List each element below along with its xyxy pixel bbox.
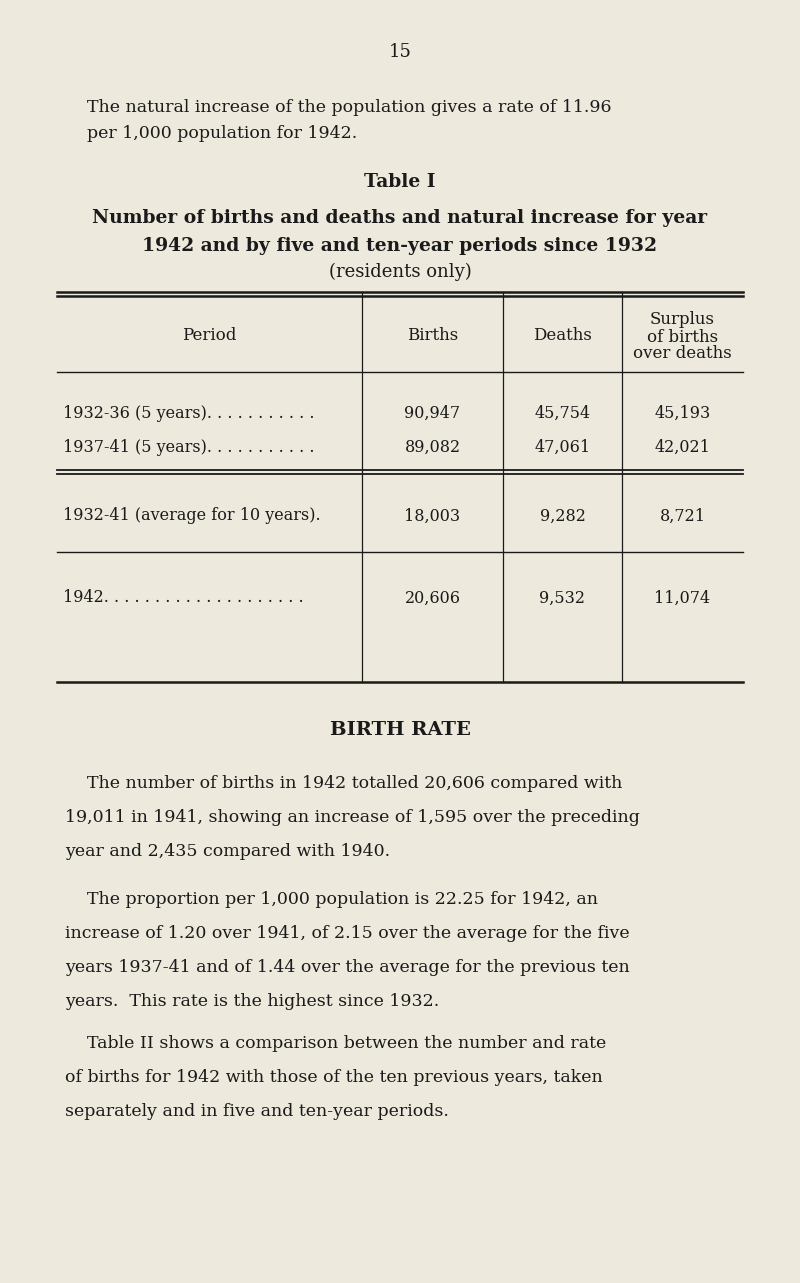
Text: BIRTH RATE: BIRTH RATE xyxy=(330,721,470,739)
Text: per 1,000 population for 1942.: per 1,000 population for 1942. xyxy=(87,124,358,141)
Text: 9,282: 9,282 xyxy=(539,508,586,525)
Text: 18,003: 18,003 xyxy=(405,508,461,525)
Text: Number of births and deaths and natural increase for year: Number of births and deaths and natural … xyxy=(93,209,707,227)
Text: Deaths: Deaths xyxy=(533,326,592,344)
Text: 42,021: 42,021 xyxy=(654,439,710,455)
Text: 8,721: 8,721 xyxy=(659,508,706,525)
Text: 1942. . . . . . . . . . . . . . . . . . . .: 1942. . . . . . . . . . . . . . . . . . … xyxy=(63,589,304,607)
Text: years 1937-41 and of 1.44 over the average for the previous ten: years 1937-41 and of 1.44 over the avera… xyxy=(65,960,630,976)
Text: (residents only): (residents only) xyxy=(329,263,471,281)
Text: 15: 15 xyxy=(389,44,411,62)
Text: 9,532: 9,532 xyxy=(539,589,586,607)
Text: Table II shows a comparison between the number and rate: Table II shows a comparison between the … xyxy=(87,1035,606,1052)
Text: 1942 and by five and ten-year periods since 1932: 1942 and by five and ten-year periods si… xyxy=(142,237,658,255)
Text: The natural increase of the population gives a rate of 11.96: The natural increase of the population g… xyxy=(87,99,611,115)
Text: increase of 1.20 over 1941, of 2.15 over the average for the five: increase of 1.20 over 1941, of 2.15 over… xyxy=(65,925,630,943)
Text: Table I: Table I xyxy=(364,173,436,191)
Text: 90,947: 90,947 xyxy=(405,404,461,422)
Text: Births: Births xyxy=(407,326,458,344)
Text: 1937-41 (5 years). . . . . . . . . . .: 1937-41 (5 years). . . . . . . . . . . xyxy=(63,439,314,455)
Text: 89,082: 89,082 xyxy=(405,439,461,455)
Text: 1932-36 (5 years). . . . . . . . . . .: 1932-36 (5 years). . . . . . . . . . . xyxy=(63,404,314,422)
Text: The proportion per 1,000 population is 22.25 for 1942, an: The proportion per 1,000 population is 2… xyxy=(87,892,598,908)
Text: Surplus: Surplus xyxy=(650,312,715,328)
Text: year and 2,435 compared with 1940.: year and 2,435 compared with 1940. xyxy=(65,843,390,860)
Text: 45,193: 45,193 xyxy=(654,404,710,422)
Text: years.  This rate is the highest since 1932.: years. This rate is the highest since 19… xyxy=(65,993,439,1011)
Text: of births for 1942 with those of the ten previous years, taken: of births for 1942 with those of the ten… xyxy=(65,1070,602,1087)
Text: 20,606: 20,606 xyxy=(405,589,461,607)
Text: 11,074: 11,074 xyxy=(654,589,710,607)
Text: over deaths: over deaths xyxy=(633,345,732,363)
Text: 1932-41 (average for 10 years).: 1932-41 (average for 10 years). xyxy=(63,508,321,525)
Text: separately and in five and ten-year periods.: separately and in five and ten-year peri… xyxy=(65,1103,449,1120)
Text: 47,061: 47,061 xyxy=(534,439,590,455)
Text: of births: of births xyxy=(647,328,718,345)
Text: The number of births in 1942 totalled 20,606 compared with: The number of births in 1942 totalled 20… xyxy=(87,775,622,792)
Text: 19,011 in 1941, showing an increase of 1,595 over the preceding: 19,011 in 1941, showing an increase of 1… xyxy=(65,808,640,825)
Text: Period: Period xyxy=(182,326,237,344)
Text: 45,754: 45,754 xyxy=(534,404,590,422)
